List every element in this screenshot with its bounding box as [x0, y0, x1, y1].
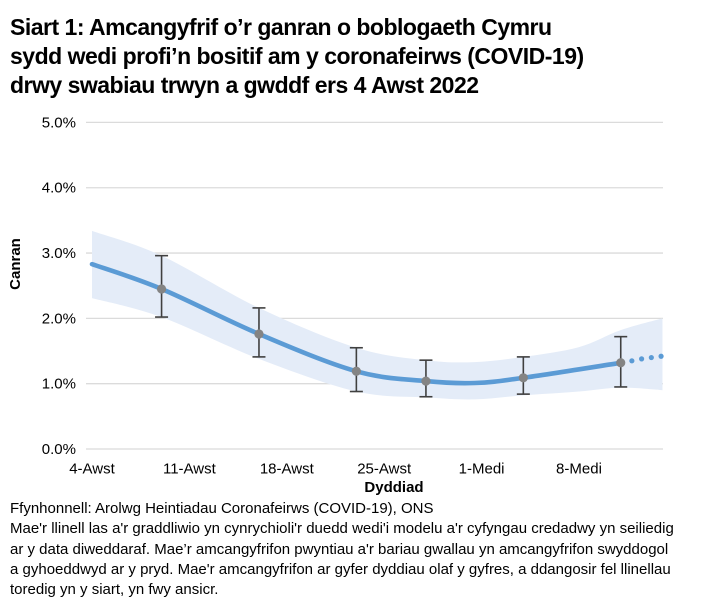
y-tick-label-1.0%: 1.0%: [42, 376, 76, 393]
source-line: Ffynhonnell: Arolwg Heintiadau Coronafei…: [10, 500, 434, 517]
note-line-2: ar y data diweddaraf. Mae’r amcangyfrifo…: [10, 540, 669, 558]
x-tick-label-8-Medi: 8-Medi: [556, 461, 602, 478]
chart-footnote: Ffynhonnell: Arolwg Heintiadau Coronafei…: [10, 499, 706, 600]
chart-title-line-1: Siart 1: Amcangyfrif o’r ganran o boblog…: [10, 14, 552, 40]
trend-dotted-segment-dot-2: [639, 356, 645, 362]
x-tick-label-1-Medi: 1-Medi: [459, 461, 505, 478]
data-point-16-Awst: [254, 329, 264, 339]
trend-dotted-segment-dot-4: [658, 353, 664, 359]
x-tick-label-18-Awst: 18-Awst: [260, 461, 315, 478]
y-tick-label-4.0%: 4.0%: [42, 180, 76, 197]
data-point-4-Medi: [518, 373, 528, 383]
y-tick-label-5.0%: 5.0%: [42, 114, 76, 131]
chart-title-line-2: sydd wedi profi’n bositif am y coronafei…: [10, 43, 584, 69]
trend-dotted-segment-dot-3: [648, 354, 654, 361]
note-line-4: toredig yn y siart, yn fwy ansicr.: [10, 581, 219, 599]
data-point-23-Awst: [351, 366, 361, 376]
trend-dotted-segment-dot-1: [629, 358, 635, 364]
chart-title-line-3: drwy swabiau trwyn a gwddf ers 4 Awst 20…: [10, 72, 479, 98]
x-tick-label-11-Awst: 11-Awst: [163, 461, 217, 478]
note-line-3: a gyhoeddwyd ar y pryd. Mae'r amcangyfri…: [10, 560, 671, 578]
x-axis-title: Dyddiad: [364, 479, 423, 496]
confidence-band: [92, 230, 663, 400]
y-tick-label-3.0%: 3.0%: [42, 245, 76, 262]
data-point-11-Medi: [616, 358, 626, 368]
y-axis-title: Canran: [7, 238, 24, 290]
y-tick-label-2.0%: 2.0%: [42, 310, 76, 327]
x-tick-label-4-Awst: 4-Awst: [69, 461, 115, 478]
chart-title: Siart 1: Amcangyfrif o’r ganran o boblog…: [10, 13, 700, 100]
x-tick-label-25-Awst: 25-Awst: [357, 461, 412, 478]
data-point-28-Awst: [421, 376, 431, 386]
data-point-9-Awst: [156, 284, 167, 294]
y-tick-label-0.0%: 0.0%: [42, 441, 76, 458]
note-line-1: Mae'r llinell las a'r graddliwio yn cynr…: [10, 520, 674, 538]
covid-positivity-trend-chart: 0.0% 1.0% 2.0% 3.0% 4.0% 5.0% 4-Awst 11-Awst 18-…: [7, 114, 664, 496]
